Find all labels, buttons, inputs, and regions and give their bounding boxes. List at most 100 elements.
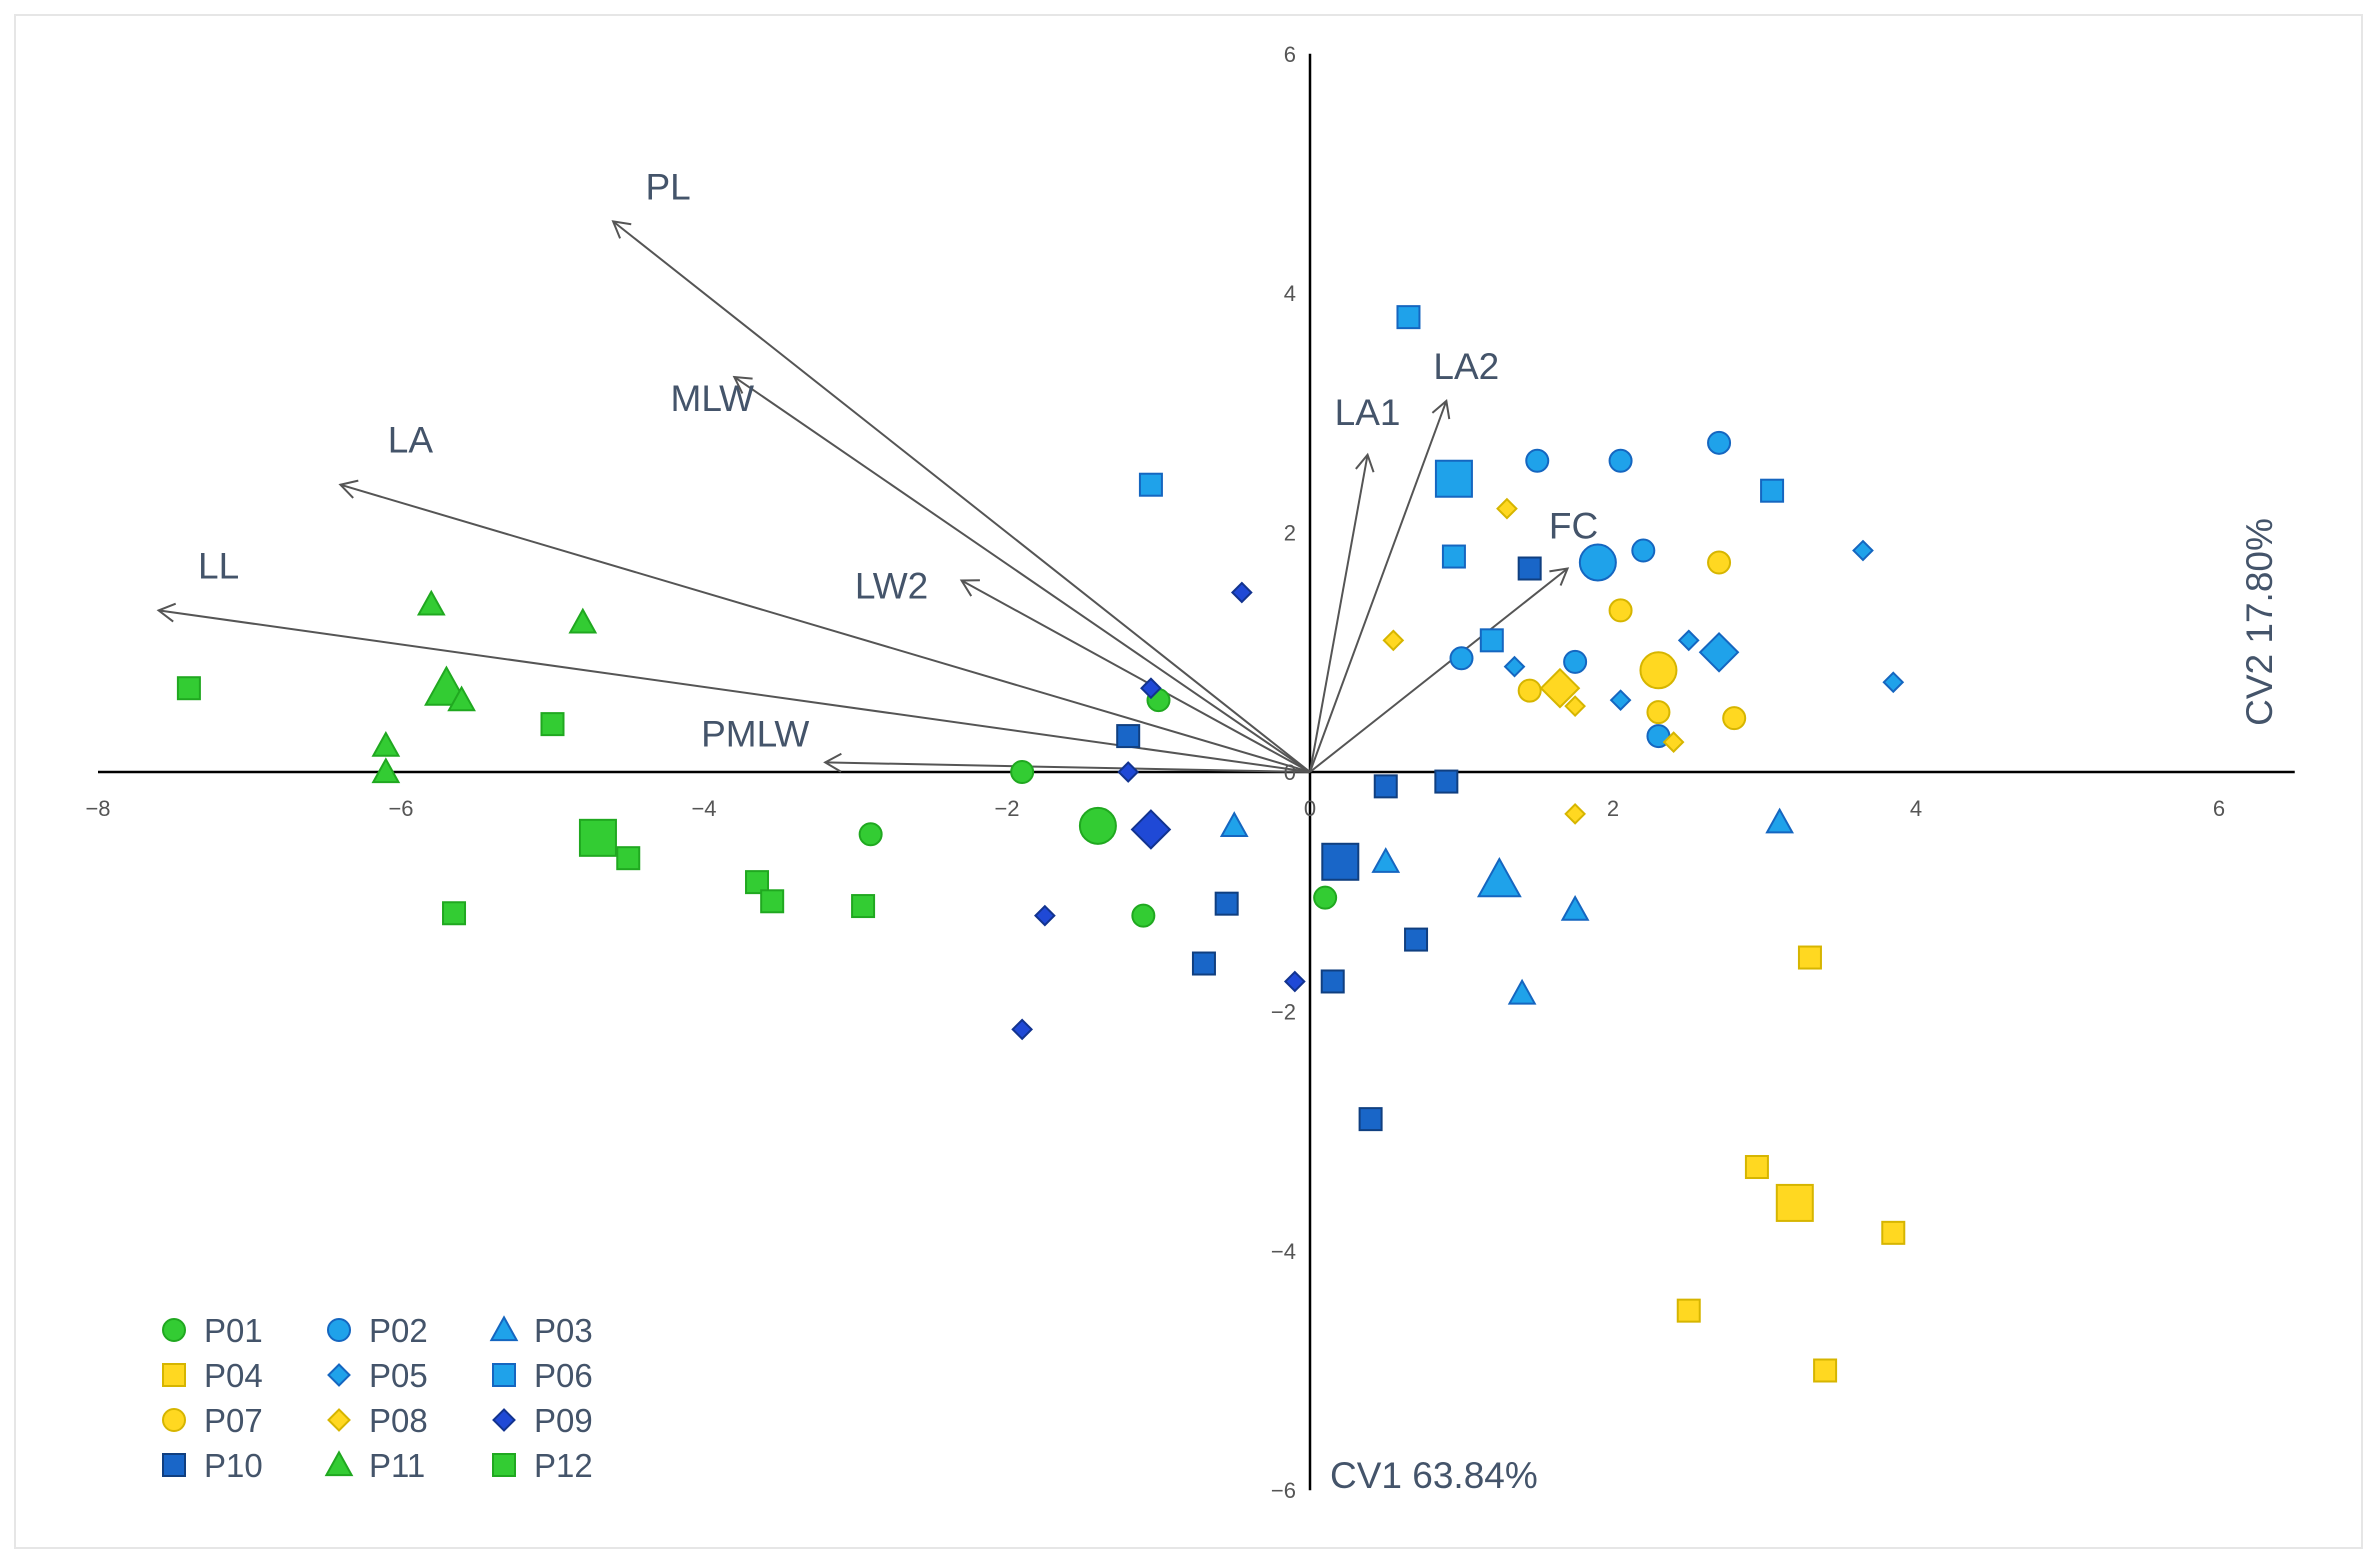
- legend-marker-p02: [327, 1318, 351, 1342]
- legend-item-p05: P05: [327, 1357, 428, 1394]
- series-p03: [1219, 807, 1794, 1005]
- legend-label: P03: [534, 1312, 593, 1349]
- point-p05: [1677, 629, 1700, 652]
- point-p02: [1707, 430, 1732, 455]
- point-p10: [1404, 927, 1429, 952]
- loading-vectors: PL MLW LA LL LW2 PMLW LA1 LA2 FC: [156, 166, 1598, 773]
- point-p07: [1608, 598, 1633, 623]
- point-p08: [1382, 629, 1405, 652]
- x-tick-label: −2: [994, 796, 1019, 821]
- point-p03: [1765, 807, 1794, 834]
- point-p07: [1646, 700, 1671, 725]
- legend-label: P01: [204, 1312, 263, 1349]
- vector-label-ll: LL: [198, 545, 239, 586]
- point-p01: [1010, 760, 1035, 784]
- legend: P01 P02 P03 P04 P05 P06 P07 P08 P09 P10 P11 P12: [162, 1312, 593, 1484]
- series-p01: [858, 688, 1338, 928]
- axis-labels: CV1 63.84% CV2 17.80%: [1330, 518, 2280, 1496]
- series-p06: [1138, 305, 1785, 653]
- point-p11: [371, 730, 401, 757]
- point-p12: [442, 901, 467, 926]
- legend-item-p10: P10: [162, 1447, 263, 1484]
- chart-frame: −8−6−4−202466420−2−4−6 PLMLWLALLLW2PMLWL…: [14, 14, 2363, 1549]
- series-p11: [371, 589, 598, 784]
- x-tick-label: 2: [1607, 796, 1619, 821]
- x-tick-label: 6: [2213, 796, 2225, 821]
- legend-item-p02: P02: [327, 1312, 428, 1349]
- legend-marker-p12: [492, 1453, 516, 1477]
- vector-pmlw: [823, 752, 1311, 773]
- point-p12: [578, 818, 617, 857]
- vector-lw2: [959, 579, 1311, 773]
- y-tick-label: 6: [1284, 42, 1296, 67]
- point-p06: [1138, 472, 1163, 497]
- point-p10: [1517, 556, 1542, 581]
- y-tick-label: −2: [1271, 999, 1296, 1024]
- point-p08: [1564, 695, 1586, 718]
- point-p08: [1564, 803, 1586, 825]
- point-p09: [1011, 1018, 1034, 1041]
- vector-label-pl: PL: [645, 166, 690, 207]
- series-p10: [1116, 556, 1542, 1132]
- vector-label-pmlw: PMLW: [701, 713, 809, 754]
- point-p06: [1434, 459, 1473, 498]
- point-p05: [1882, 671, 1905, 694]
- legend-item-p12: P12: [492, 1447, 593, 1484]
- point-p10: [1191, 951, 1216, 976]
- vector-la: [338, 479, 1311, 773]
- vector-label-la2: LA2: [1433, 346, 1499, 387]
- vector-la2: [1309, 399, 1451, 773]
- legend-marker-p11: [324, 1450, 354, 1477]
- vector-label-la1: LA1: [1335, 392, 1401, 433]
- point-p06: [1760, 478, 1785, 503]
- series-p09: [1011, 581, 1306, 1041]
- point-p08: [1496, 497, 1518, 520]
- vector-la1: [1309, 452, 1375, 773]
- legend-label: P05: [369, 1357, 428, 1394]
- point-p09: [1130, 809, 1172, 850]
- point-p10: [1321, 842, 1360, 881]
- x-tick-label: −4: [691, 796, 716, 821]
- legend-marker-p06: [492, 1363, 516, 1387]
- point-p05: [1698, 631, 1740, 673]
- point-p09: [1230, 581, 1253, 604]
- vector-pl: [611, 220, 1311, 773]
- point-p03: [1476, 856, 1522, 898]
- legend-item-p09: P09: [492, 1402, 593, 1439]
- legend-label: P12: [534, 1447, 593, 1484]
- point-p02: [1449, 646, 1474, 671]
- vector-label-la: LA: [388, 420, 434, 461]
- point-p03: [1507, 978, 1537, 1005]
- vector-label-lw2: LW2: [855, 565, 928, 606]
- point-p12: [760, 889, 785, 914]
- point-p03: [1219, 811, 1249, 837]
- point-p11: [568, 607, 598, 634]
- point-p07: [1722, 706, 1747, 731]
- y-tick-label: 2: [1284, 521, 1296, 546]
- point-p12: [616, 846, 641, 871]
- legend-item-p03: P03: [489, 1312, 593, 1349]
- point-p02: [1525, 448, 1550, 473]
- point-p02: [1563, 649, 1588, 674]
- scatter-points: [176, 305, 1906, 1383]
- legend-marker-p09: [492, 1408, 516, 1432]
- point-p06: [1396, 305, 1421, 330]
- point-p04: [1881, 1220, 1906, 1245]
- point-p01: [1131, 903, 1156, 928]
- point-p11: [447, 685, 476, 712]
- legend-item-p11: P11: [324, 1447, 425, 1484]
- legend-label: P06: [534, 1357, 593, 1394]
- series-p05: [1503, 539, 1905, 712]
- point-p10: [1373, 774, 1398, 799]
- point-p02: [1608, 448, 1633, 473]
- point-p05: [1503, 655, 1526, 678]
- point-p12: [540, 712, 565, 737]
- legend-label: P08: [369, 1402, 428, 1439]
- point-p08: [1539, 667, 1581, 709]
- point-p12: [745, 870, 770, 895]
- series-p07: [1517, 550, 1747, 731]
- series-p08: [1382, 497, 1685, 825]
- canvonical-variate-plot: −8−6−4−202466420−2−4−6 PLMLWLALLLW2PMLWL…: [85, 42, 2295, 1503]
- x-tick-label: 4: [1910, 796, 1922, 821]
- point-p06: [1479, 628, 1504, 653]
